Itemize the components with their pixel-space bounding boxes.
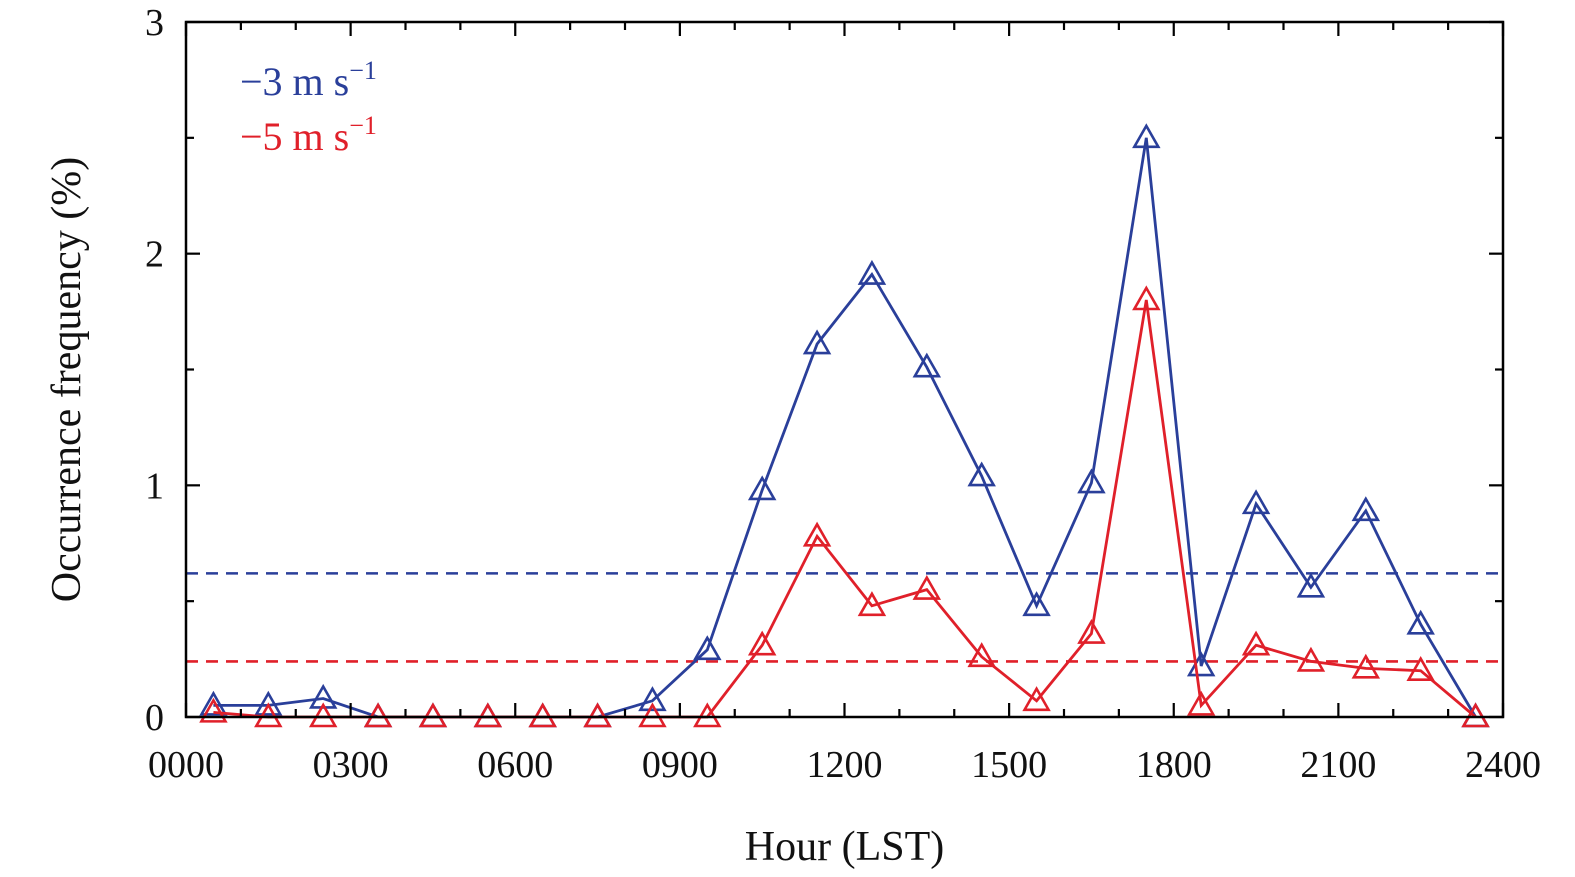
series-2-point	[1132, 285, 1161, 311]
series-2-point	[693, 702, 722, 728]
y-axis-title: Occurrence frequency (%)	[44, 157, 90, 602]
series-2-point	[747, 630, 777, 656]
series-1-point	[473, 702, 503, 728]
series-1-point	[638, 686, 667, 712]
series-2-point	[1241, 630, 1271, 656]
series-1-point	[693, 635, 722, 661]
series-1-line	[213, 137, 1477, 719]
legend-entry-1: −3 m s−1	[240, 56, 377, 104]
series-1-point	[1022, 591, 1051, 617]
series-2-point	[254, 702, 283, 728]
axes: 0000 0300 0600 0900 1200 1500 1800 2100 2400 0 1 2 3	[145, 2, 1541, 786]
series-2-point	[1022, 686, 1051, 712]
series-2-point	[363, 702, 393, 728]
series-1-point	[967, 461, 996, 487]
series-1-point	[1296, 572, 1326, 598]
series-2-point	[802, 521, 832, 547]
series-1-point	[528, 702, 557, 728]
series-2-point	[308, 702, 338, 728]
series-2-point	[1351, 653, 1381, 679]
plot-frame	[184, 20, 1505, 719]
y-tick-label: 1	[145, 465, 164, 507]
series-2-point	[418, 702, 448, 728]
series-2-point	[528, 702, 557, 728]
y-tick-label: 2	[145, 234, 164, 276]
x-axis-title: Hour (LST)	[745, 824, 944, 870]
series-1-point	[912, 352, 942, 378]
x-tick-label: 1500	[971, 744, 1047, 786]
x-tick-label: 1800	[1136, 744, 1212, 786]
series-1-point	[802, 329, 832, 355]
series-1-point	[747, 475, 777, 501]
y-tick-label: 3	[145, 2, 164, 44]
series-1-point	[857, 259, 887, 285]
series-layer	[199, 123, 1490, 728]
series-2-point	[857, 591, 887, 617]
series-2-point	[1186, 690, 1216, 716]
series-2-point	[638, 702, 667, 728]
series-1-point	[254, 690, 283, 716]
series-2-point	[967, 642, 996, 668]
x-tick-label: 2100	[1300, 744, 1376, 786]
series-2-point	[199, 697, 228, 723]
x-tick-label: 0300	[313, 744, 389, 786]
series-1-point	[1406, 609, 1435, 635]
x-tick-label: 0000	[148, 744, 224, 786]
series-2-point	[1406, 656, 1435, 681]
series-1-point	[1132, 123, 1161, 149]
legend-entry-2: −5 m s−1	[240, 111, 377, 159]
series-2-point	[912, 574, 942, 600]
series-2-point	[1296, 646, 1326, 672]
series-2-point	[473, 702, 503, 728]
x-tick-label: 0900	[642, 744, 718, 786]
series-2-point	[1461, 702, 1490, 728]
legend: −3 m s−1 −5 m s−1	[240, 56, 377, 159]
series-1-point	[1077, 468, 1106, 494]
x-tick-label: 1200	[807, 744, 883, 786]
series-1-point	[1351, 496, 1381, 522]
series-1-point	[418, 702, 448, 728]
series-2-point	[583, 702, 612, 728]
series-2-point	[1077, 618, 1106, 644]
series-1-point	[1241, 489, 1271, 515]
series-1-point	[199, 690, 228, 716]
y-tick-label: 0	[145, 697, 164, 739]
x-tick-label: 2400	[1465, 744, 1541, 786]
x-tick-label: 0600	[477, 744, 553, 786]
series-2-line	[213, 299, 1477, 719]
series-1	[199, 123, 1490, 728]
